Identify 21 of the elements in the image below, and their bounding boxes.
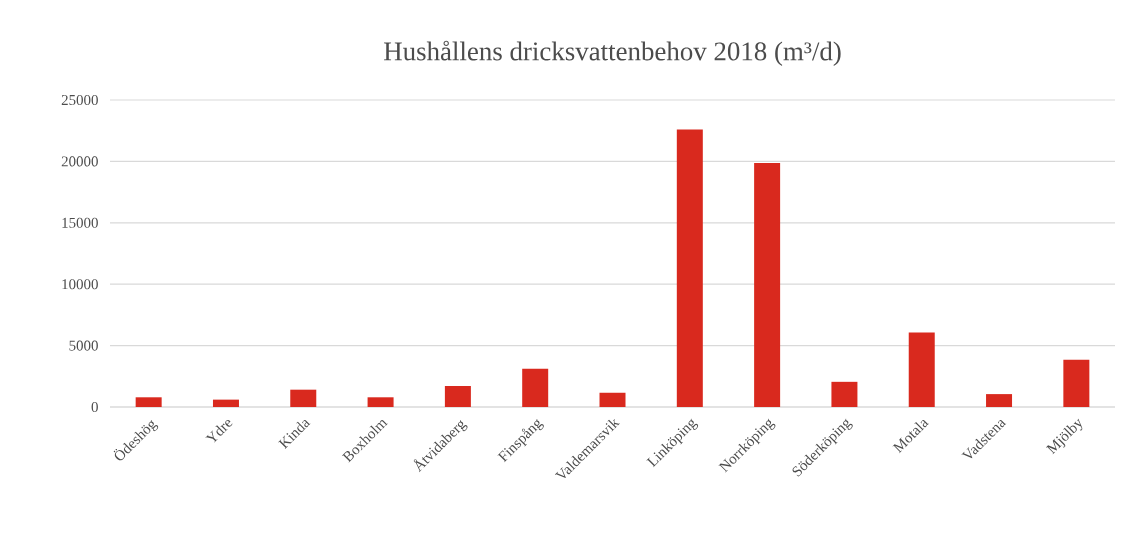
bar: [676, 129, 703, 407]
bar: [986, 394, 1013, 407]
y-tick-label: 20000: [61, 156, 98, 167]
bar: [290, 389, 317, 407]
bar: [831, 381, 858, 407]
bar: [599, 392, 626, 407]
y-tick-label: 0: [91, 401, 98, 413]
bar: [135, 397, 162, 407]
bar: [908, 332, 935, 407]
x-tick-label: Ydre: [205, 419, 233, 443]
y-tick-label: 5000: [69, 340, 98, 351]
bar: [367, 397, 394, 407]
bar: [522, 368, 549, 407]
bar: [444, 386, 471, 407]
chart-title: Hushållens dricksvattenbehov 2018 (m³/d): [384, 40, 841, 66]
bar: [754, 163, 781, 407]
bar: [212, 399, 239, 407]
y-tick-label: 10000: [62, 279, 98, 290]
y-tick-label: 25000: [61, 94, 98, 106]
bar: [1063, 359, 1090, 407]
y-tick-label: 15000: [62, 217, 98, 228]
